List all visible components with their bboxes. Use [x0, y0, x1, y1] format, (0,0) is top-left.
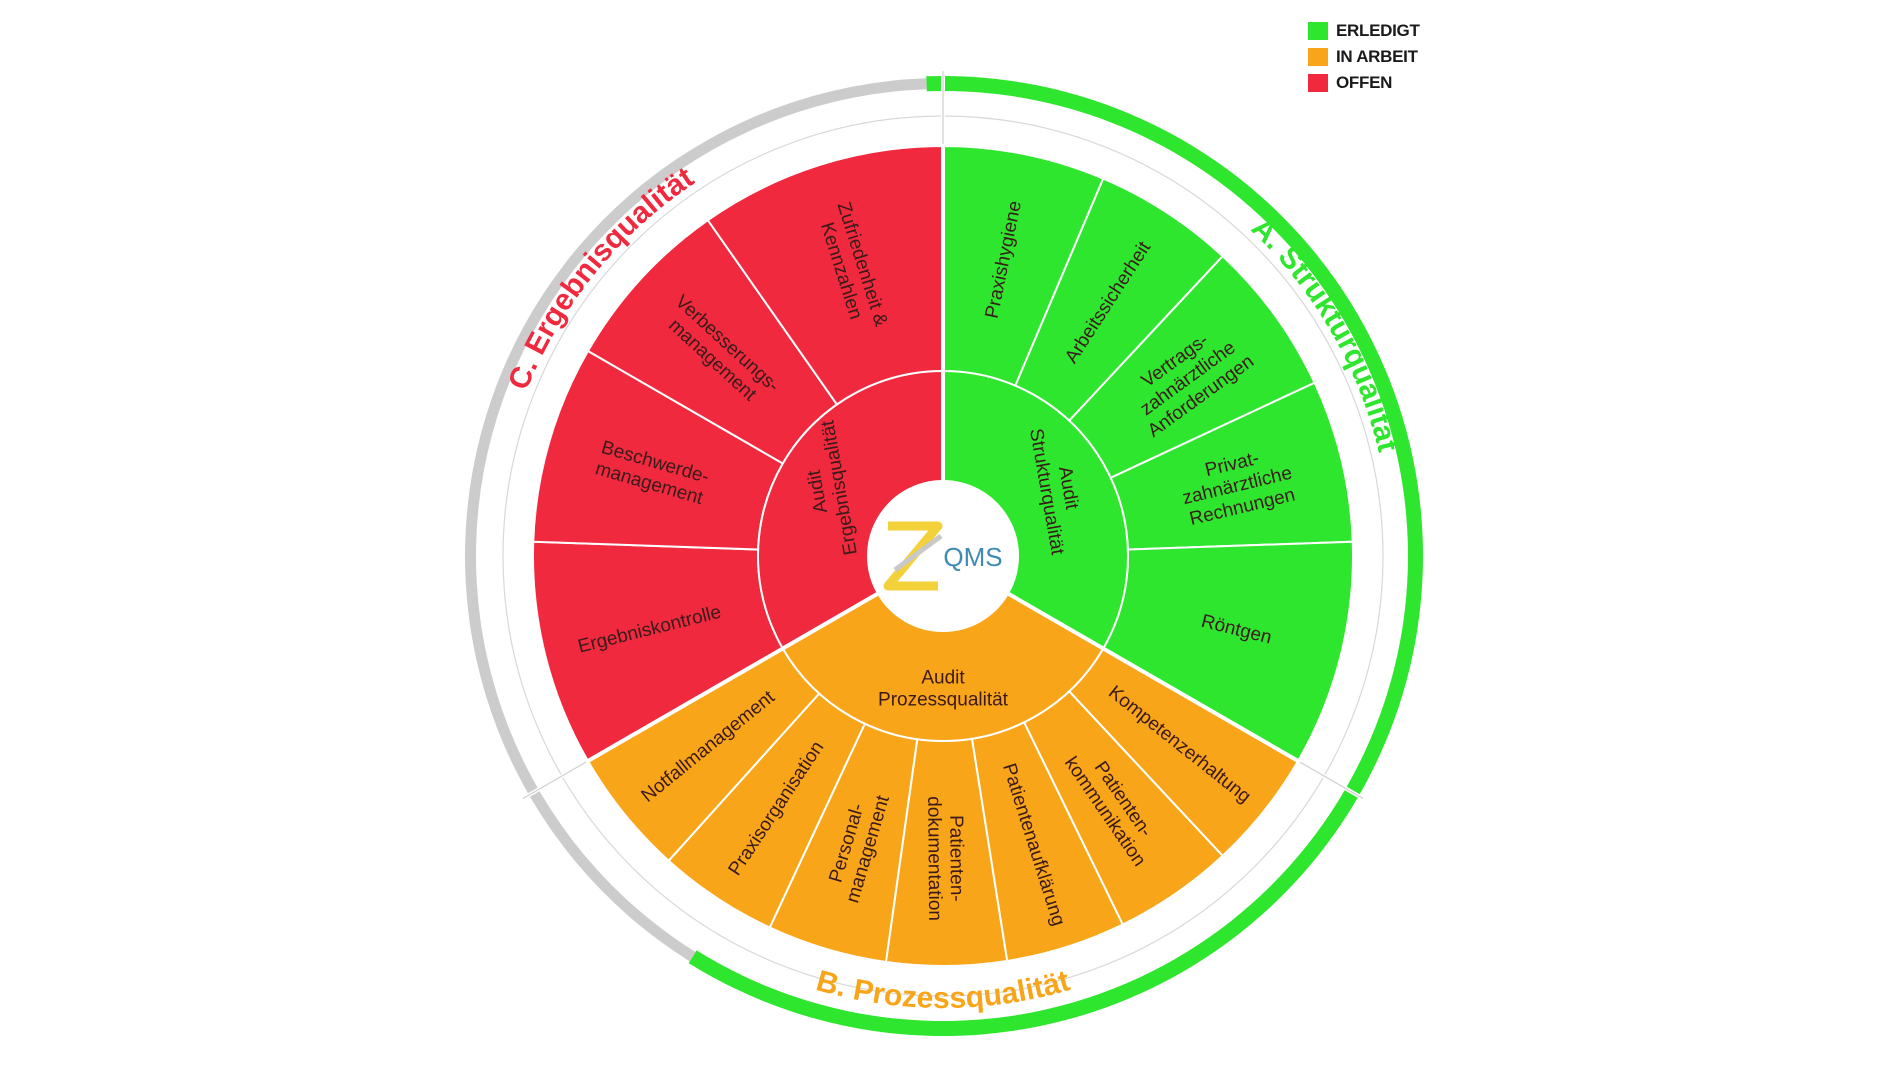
audit-label-line: Prozessqualität — [878, 690, 1009, 711]
logo-circle — [873, 486, 1013, 626]
legend-label: IN ARBEIT — [1336, 47, 1418, 66]
segment-label-b-4: Patienten-dokumentation — [923, 796, 967, 921]
legend-item-2: IN ARBEIT — [1308, 44, 1420, 70]
logo-text: QMS — [943, 542, 1002, 572]
audit-ring-b[interactable] — [781, 592, 1105, 742]
section-tick — [1299, 761, 1364, 800]
audit-ring-a[interactable] — [942, 369, 1129, 650]
audit-ring-c[interactable] — [757, 369, 944, 650]
segment-label-line: Patienten- — [945, 815, 967, 902]
center-logo: QMS — [873, 486, 1013, 626]
legend-label: ERLEDIGT — [1336, 21, 1420, 40]
legend-swatch — [1308, 22, 1328, 40]
legend-swatch — [1308, 74, 1328, 92]
section-title-b: B. Prozessqualität — [813, 964, 1073, 1015]
legend-label: OFFEN — [1336, 73, 1393, 92]
segment-label-line: dokumentation — [923, 796, 945, 921]
section-tick — [522, 761, 587, 800]
legend-item-1: ERLEDIGT — [1308, 18, 1420, 44]
legend-swatch — [1308, 48, 1328, 66]
audit-label-line: Audit — [921, 668, 965, 689]
legend-item-3: OFFEN — [1308, 70, 1420, 96]
legend: ERLEDIGT IN ARBEIT OFFEN — [1308, 18, 1420, 96]
wheel-segments — [517, 66, 1369, 967]
logo-stripe — [893, 533, 943, 573]
